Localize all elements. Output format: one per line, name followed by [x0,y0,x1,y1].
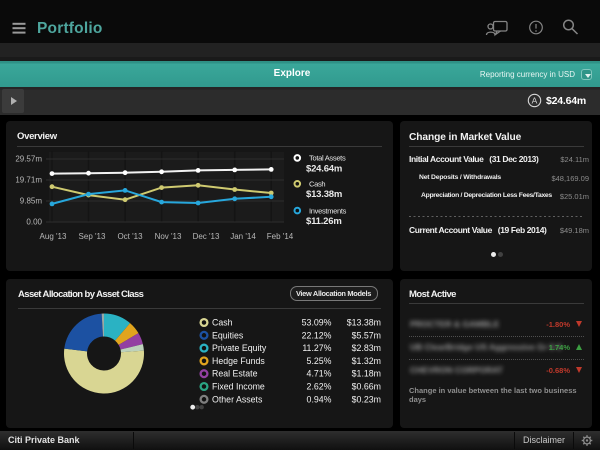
svg-text:$0.23m: $0.23m [352,394,381,404]
svg-text:0.94%: 0.94% [307,394,332,404]
svg-text:$2.83m: $2.83m [352,343,381,353]
svg-text:5.25%: 5.25% [307,356,332,366]
svg-text:A: A [532,96,538,106]
svg-text:Hedge Funds: Hedge Funds [212,356,265,366]
svg-text:$0.66m: $0.66m [352,382,381,392]
svg-text:$13.38m: $13.38m [347,318,381,328]
svg-text:$1.32m: $1.32m [352,356,381,366]
svg-text:Oct '13: Oct '13 [117,232,143,241]
svg-text:$1.18m: $1.18m [352,369,381,379]
svg-text:29.57m: 29.57m [15,155,42,164]
svg-text:22.12%: 22.12% [302,330,332,340]
svg-text:4.71%: 4.71% [307,369,332,379]
svg-text:$24.64m: $24.64m [306,163,342,174]
svg-text:19.71m: 19.71m [15,176,42,185]
svg-text:Investments: Investments [309,206,347,215]
svg-text:Dec '13: Dec '13 [193,232,220,241]
svg-text:11.27%: 11.27% [302,343,331,353]
svg-text:Fixed Income: Fixed Income [212,382,265,392]
svg-text:2.62%: 2.62% [307,382,332,392]
svg-text:$11.26m: $11.26m [306,216,342,227]
svg-text:Nov '13: Nov '13 [155,232,182,241]
svg-text:53.09%: 53.09% [302,318,332,328]
svg-text:Real Estate: Real Estate [212,369,258,379]
svg-text:Cash: Cash [309,180,325,189]
svg-text:Equities: Equities [212,330,244,340]
svg-text:Total Assets: Total Assets [309,154,346,163]
svg-text:Private Equity: Private Equity [212,343,267,353]
svg-text:0.00: 0.00 [26,218,42,227]
svg-text:Other Assets: Other Assets [212,394,263,404]
svg-text:$13.38m: $13.38m [306,189,342,200]
svg-text:Feb '14: Feb '14 [267,232,294,241]
svg-text:Sep '13: Sep '13 [79,232,106,241]
svg-text:Cash: Cash [212,318,233,328]
svg-text:9.85m: 9.85m [20,197,43,206]
svg-text:Jan '14: Jan '14 [230,232,256,241]
svg-text:$5.57m: $5.57m [352,330,381,340]
svg-text:Aug '13: Aug '13 [40,232,67,241]
